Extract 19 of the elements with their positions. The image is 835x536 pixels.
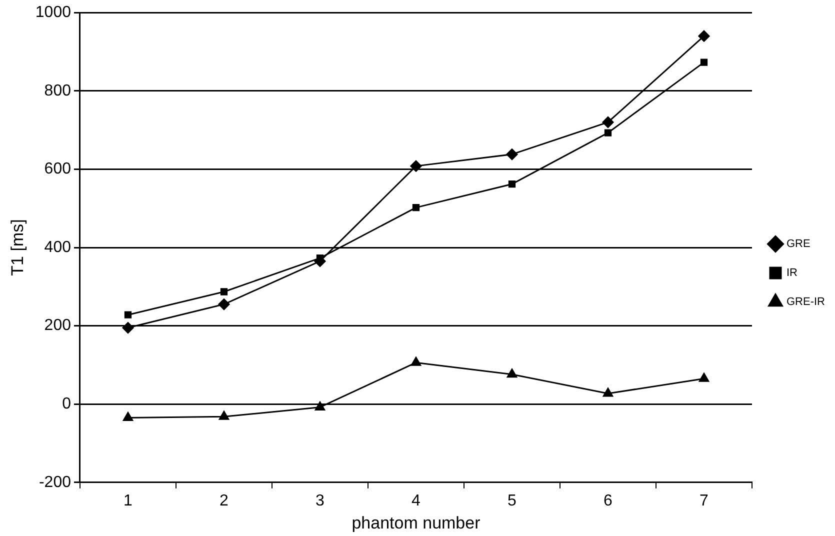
- legend-label: GRE: [786, 238, 810, 250]
- x-tick-label: 3: [316, 492, 325, 510]
- x-axis-title: phantom number: [352, 513, 481, 532]
- y-tick-label: 600: [44, 160, 72, 178]
- y-tick-label: 400: [44, 238, 72, 256]
- y-tick-label: 0: [62, 396, 72, 413]
- y-tick-label: 200: [44, 317, 72, 334]
- legend-label: GRE-IR: [786, 296, 826, 308]
- x-tick-label: 2: [220, 492, 229, 510]
- legend-label: IR: [786, 267, 798, 280]
- x-tick-label: 1: [124, 492, 133, 510]
- y-tick-label: -200: [38, 474, 72, 491]
- x-tick-label: 7: [700, 492, 709, 510]
- x-tick-label: 6: [604, 492, 613, 510]
- x-tick-label: 5: [508, 492, 517, 510]
- y-tick-label: 800: [44, 82, 72, 100]
- x-tick-label: 4: [412, 492, 421, 510]
- y-tick-label: 1000: [35, 4, 72, 22]
- y-axis-title: T1 [ms]: [8, 219, 27, 276]
